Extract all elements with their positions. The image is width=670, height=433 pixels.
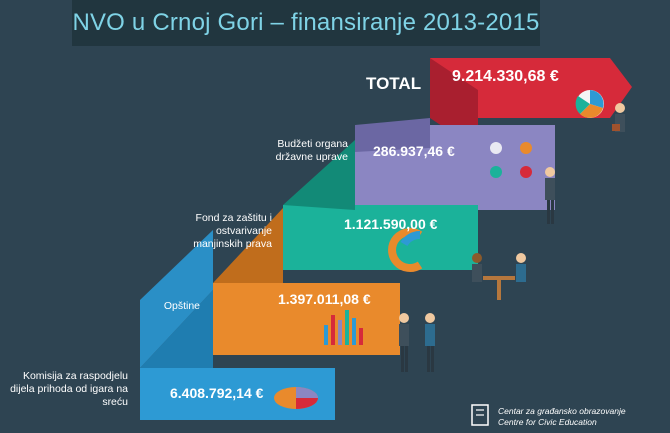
title-banner: NVO u Crnoj Gori – finansiranje 2013-201…: [72, 0, 540, 46]
footer-text: Centar za građansko obrazovanje Centre f…: [498, 406, 626, 428]
step-amount-total: 9.214.330,68 €: [452, 68, 559, 85]
purple-step-top: [355, 118, 430, 152]
step-label-municipalities: Opštine: [163, 300, 200, 312]
step-amount-municipalities: 1.397.011,08 €: [278, 291, 371, 307]
step-label-minority-fund: Fond za zaštitu i ostvarivanje manjinski…: [193, 212, 272, 250]
teal-step-side: [283, 140, 355, 210]
step-amount-minority-fund: 1.121.590,00 €: [344, 216, 438, 232]
handshake-figures: [399, 313, 435, 372]
teal-step: [283, 205, 478, 270]
businessman-figure-top: [612, 103, 625, 132]
page-title: NVO u Crnoj Gori – finansiranje 2013-201…: [72, 9, 540, 36]
orange-step-side: [213, 208, 283, 283]
pie-chart-icon: [575, 90, 604, 118]
donut-chart-icon: [388, 228, 423, 272]
footer-line-2: Centre for Civic Education: [498, 416, 597, 427]
footer-line-1: Centar za građansko obrazovanje: [498, 405, 626, 416]
businessman-figure-purple: [545, 167, 555, 224]
step-label-total: TOTAL: [366, 74, 422, 93]
mini-chart-icons: [490, 142, 532, 178]
step-label-budgets: Budžeti organa državne uprave: [275, 138, 348, 163]
footer-logo: Centar za građansko obrazovanje Centre f…: [470, 400, 670, 433]
step-amount-budgets: 286.937,46 €: [373, 143, 455, 159]
step-amount-gaming-commission: 6.408.792,14 €: [170, 385, 264, 401]
bar-chart-icon: [324, 310, 363, 345]
meeting-figures: [472, 253, 526, 300]
blue-step-back: [140, 230, 213, 368]
step-label-gaming-commission: Komisija za raspodjelu dijela prihoda od…: [10, 370, 128, 408]
pie-3d-icon: [274, 387, 318, 409]
cgo-logo-icon: [471, 404, 489, 426]
